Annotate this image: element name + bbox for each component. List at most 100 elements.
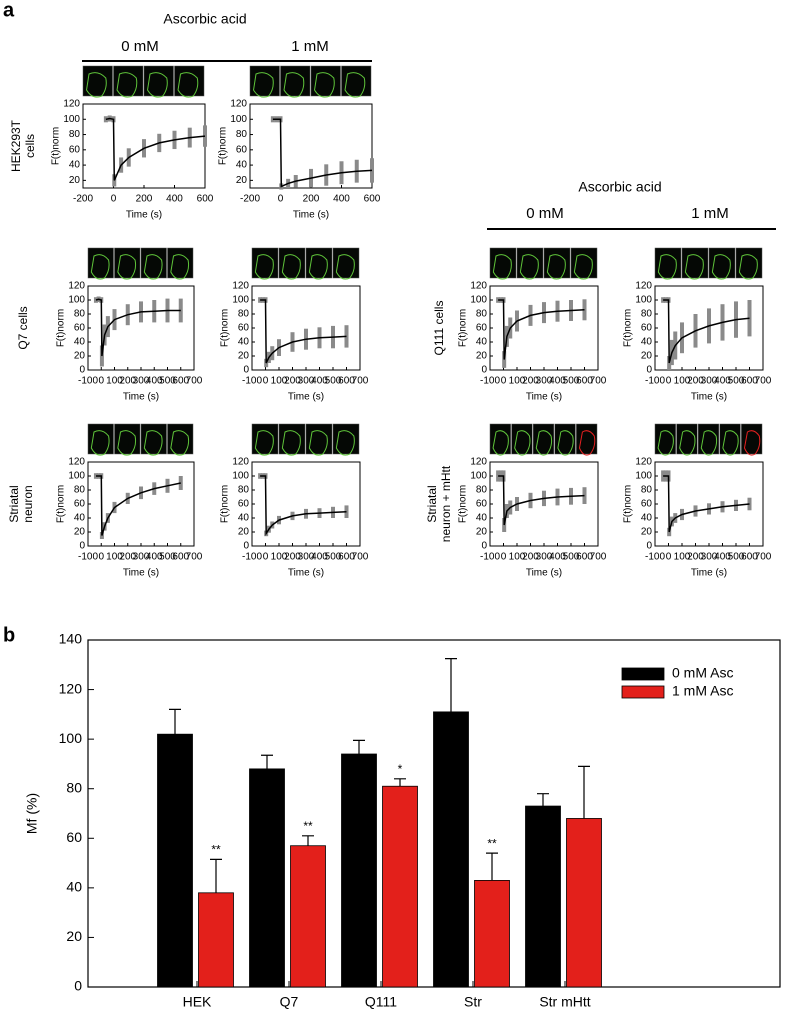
thumbnail [554,423,576,455]
y-tick-label: 80 [236,129,248,140]
thumbnail [697,423,720,455]
x-tick-label: -100 [78,376,98,387]
y-tick-label: 120 [63,99,80,110]
x-axis-label: Time (s) [691,392,727,403]
plot-frame [251,461,361,547]
y-tick-label: 80 [641,485,653,496]
x-tick-label: 200 [522,376,539,387]
y-tick-label: 60 [476,323,488,334]
x-tick-label: Q7 [280,994,299,1010]
y-tick-label: 120 [232,457,249,468]
bar [249,768,285,988]
x-tick-label: 300 [133,376,150,387]
cell-outline [281,254,301,280]
y-tick-label: 40 [74,513,86,524]
y-tick-label: 120 [68,457,85,468]
row-label: HEK293T [9,119,23,172]
y-tick-label: 80 [69,129,81,140]
x-axis-label: Time (s) [126,210,162,221]
y-axis-label: F(t)norm [623,309,634,347]
x-tick-label: 700 [755,552,772,563]
cell-outline [657,430,674,456]
x-tick-label: 400 [549,552,566,563]
fit-curve [96,475,181,536]
x-tick-label: 100 [509,376,526,387]
legend-swatch [621,685,665,699]
bar [566,818,602,988]
fit-curve [663,299,750,364]
x-tick-label: 400 [146,376,163,387]
x-tick-label: 600 [338,552,355,563]
y-tick-label: 100 [63,114,80,125]
y-tick-label: 40 [74,337,86,348]
y-tick-label: 40 [238,513,250,524]
x-tick-label: 700 [352,376,369,387]
y-tick-label: 0 [79,365,85,376]
x-tick-label: 0 [98,552,104,563]
y-tick-label: 0 [646,365,652,376]
x-tick-label: 500 [728,552,745,563]
x-tick-label: 700 [590,552,607,563]
x-tick-label: 600 [338,376,355,387]
x-tick-label: 600 [197,194,214,205]
cell-outline [283,72,305,98]
x-tick-label: 0 [263,552,269,563]
y-tick-label: 80 [238,485,250,496]
error-bar [261,754,273,769]
x-tick-label: 500 [325,552,342,563]
y-tick-label: 100 [59,730,83,746]
y-tick-label: 120 [232,281,249,292]
y-tick-label: 120 [470,281,487,292]
x-tick-label: Str [464,994,482,1010]
cell-outline [143,254,163,280]
x-tick-label: 100 [674,376,691,387]
y-tick-label: 100 [68,295,85,306]
x-tick-label: 400 [311,376,328,387]
thumbnail [532,423,555,455]
fit-curve [498,299,585,360]
y-tick-label: 0 [74,978,82,994]
header-condition: 0 mM [121,38,159,55]
header-title: Ascorbic acid [163,11,246,27]
cell-outline [743,430,761,456]
x-tick-label: 500 [563,552,580,563]
bar [157,733,193,988]
y-tick-label: 100 [470,471,487,482]
error-bar [169,708,181,735]
y-tick-label: 20 [66,928,82,944]
y-tick-label: 0 [481,365,487,376]
cell-outline [335,430,355,456]
x-tick-label: 400 [146,552,163,563]
row-label: Q7 cells [16,306,30,349]
y-tick-label: 80 [476,485,488,496]
legend-label: 0 mM Asc [672,665,733,681]
cell-outline [738,254,758,280]
cell-outline [90,254,110,280]
y-tick-label: 20 [476,527,488,538]
panel-label: b [3,624,15,646]
cell-outline [573,254,593,280]
cell-outline [711,254,731,280]
cell-outline [684,254,704,280]
x-tick-label: 400 [549,376,566,387]
cell-outline [177,72,199,98]
y-tick-label: 60 [69,144,81,155]
x-tick-label: 200 [119,376,136,387]
x-axis-label: Time (s) [288,392,324,403]
y-tick-label: 0 [243,541,249,552]
y-tick-label: 60 [641,323,653,334]
y-tick-label: 60 [66,829,82,845]
x-tick-label: 600 [172,376,189,387]
thumbnail [654,423,676,455]
y-tick-label: 80 [641,309,653,320]
y-tick-label: 100 [470,295,487,306]
thumbnail [719,423,741,455]
y-tick-label: 0 [481,541,487,552]
y-axis-label: F(t)norm [623,485,634,523]
x-tick-label: 600 [576,376,593,387]
x-tick-label: 0 [501,552,507,563]
cell-outline [557,430,574,456]
y-tick-label: 60 [74,323,86,334]
y-tick-label: 100 [68,471,85,482]
y-tick-label: 80 [74,309,86,320]
